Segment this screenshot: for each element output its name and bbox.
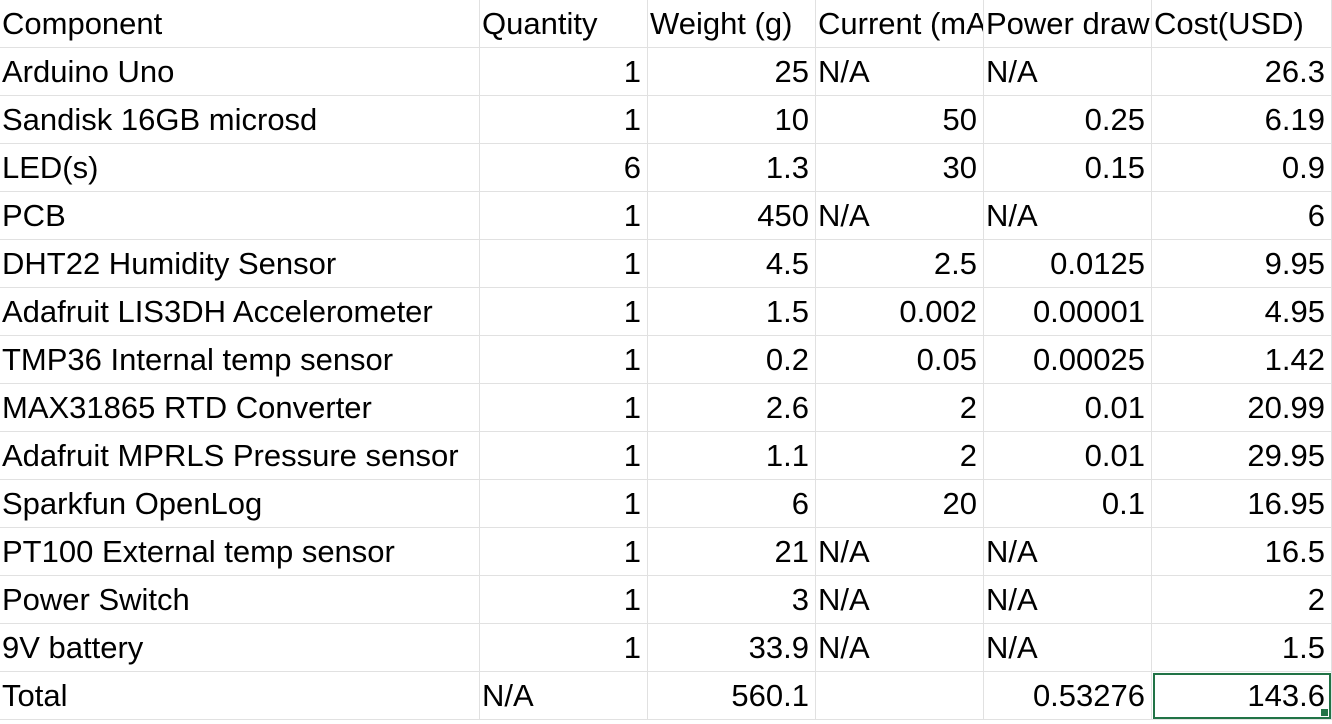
table-cell-power-draw[interactable]: 0.1 — [984, 480, 1152, 528]
header-cell-quantity[interactable]: Quantity — [480, 0, 648, 48]
table-cell-component[interactable]: TMP36 Internal temp sensor — [0, 336, 480, 384]
table-cell-current[interactable]: 2.5 — [816, 240, 984, 288]
table-cell-component[interactable]: Power Switch — [0, 576, 480, 624]
table-cell-quantity[interactable]: 1 — [480, 384, 648, 432]
table-cell-current[interactable]: N/A — [816, 192, 984, 240]
table-cell-power-draw[interactable]: 0.01 — [984, 384, 1152, 432]
table-cell-current[interactable]: N/A — [816, 48, 984, 96]
table-cell-power-draw[interactable]: 0.00001 — [984, 288, 1152, 336]
table-cell-quantity[interactable]: 1 — [480, 624, 648, 672]
fill-handle[interactable] — [1320, 708, 1329, 717]
table-cell-quantity[interactable]: 1 — [480, 192, 648, 240]
total-cell-component[interactable]: Total — [0, 672, 480, 720]
table-cell-quantity[interactable]: 1 — [480, 480, 648, 528]
table-cell-quantity[interactable]: 1 — [480, 336, 648, 384]
header-cell-cost[interactable]: Cost(USD) — [1152, 0, 1332, 48]
table-cell-component[interactable]: Adafruit MPRLS Pressure sensor — [0, 432, 480, 480]
table-cell-power-draw[interactable]: 0.01 — [984, 432, 1152, 480]
table-cell-component[interactable]: DHT22 Humidity Sensor — [0, 240, 480, 288]
table-cell-current[interactable]: 2 — [816, 384, 984, 432]
total-cell-power-draw[interactable]: 0.53276 — [984, 672, 1152, 720]
total-cell-weight[interactable]: 560.1 — [648, 672, 816, 720]
table-cell-weight[interactable]: 21 — [648, 528, 816, 576]
table-cell-cost[interactable]: 1.5 — [1152, 624, 1332, 672]
table-cell-weight[interactable]: 3 — [648, 576, 816, 624]
table-cell-power-draw[interactable]: N/A — [984, 48, 1152, 96]
table-cell-weight[interactable]: 1.3 — [648, 144, 816, 192]
table-cell-power-draw[interactable]: N/A — [984, 624, 1152, 672]
table-cell-component[interactable]: PT100 External temp sensor — [0, 528, 480, 576]
table-cell-weight[interactable]: 6 — [648, 480, 816, 528]
table-cell-component[interactable]: Sandisk 16GB microsd — [0, 96, 480, 144]
table-cell-component[interactable]: LED(s) — [0, 144, 480, 192]
table-cell-weight[interactable]: 1.1 — [648, 432, 816, 480]
table-cell-weight[interactable]: 25 — [648, 48, 816, 96]
table-cell-quantity[interactable]: 1 — [480, 48, 648, 96]
table-cell-quantity[interactable]: 1 — [480, 432, 648, 480]
table-cell-current[interactable]: 20 — [816, 480, 984, 528]
table-cell-component[interactable]: Sparkfun OpenLog — [0, 480, 480, 528]
table-cell-power-draw[interactable]: N/A — [984, 192, 1152, 240]
table-cell-quantity[interactable]: 1 — [480, 576, 648, 624]
table-cell-component[interactable]: MAX31865 RTD Converter — [0, 384, 480, 432]
table-cell-component[interactable]: Adafruit LIS3DH Accelerometer — [0, 288, 480, 336]
header-cell-weight[interactable]: Weight (g) — [648, 0, 816, 48]
table-cell-weight[interactable]: 0.2 — [648, 336, 816, 384]
selected-cell-total-cost[interactable]: 143.6 — [1152, 672, 1332, 720]
table-cell-power-draw[interactable]: 0.25 — [984, 96, 1152, 144]
table-cell-current[interactable]: N/A — [816, 528, 984, 576]
header-cell-power-draw[interactable]: Power draw — [984, 0, 1152, 48]
header-cell-current[interactable]: Current (mA) — [816, 0, 984, 48]
table-cell-current[interactable]: 2 — [816, 432, 984, 480]
table-cell-cost[interactable]: 6 — [1152, 192, 1332, 240]
table-cell-cost[interactable]: 20.99 — [1152, 384, 1332, 432]
table-cell-current[interactable]: 0.002 — [816, 288, 984, 336]
table-cell-cost[interactable]: 1.42 — [1152, 336, 1332, 384]
table-cell-weight[interactable]: 10 — [648, 96, 816, 144]
table-cell-power-draw[interactable]: 0.00025 — [984, 336, 1152, 384]
table-cell-component[interactable]: Arduino Uno — [0, 48, 480, 96]
table-cell-cost[interactable]: 2 — [1152, 576, 1332, 624]
table-cell-component[interactable]: 9V battery — [0, 624, 480, 672]
table-cell-quantity[interactable]: 1 — [480, 528, 648, 576]
table-cell-cost[interactable]: 6.19 — [1152, 96, 1332, 144]
table-cell-quantity[interactable]: 1 — [480, 96, 648, 144]
table-cell-power-draw[interactable]: N/A — [984, 576, 1152, 624]
table-cell-weight[interactable]: 1.5 — [648, 288, 816, 336]
table-cell-cost[interactable]: 29.95 — [1152, 432, 1332, 480]
total-cell-current[interactable] — [816, 672, 984, 720]
total-cell-quantity[interactable]: N/A — [480, 672, 648, 720]
table-cell-weight[interactable]: 4.5 — [648, 240, 816, 288]
table-cell-current[interactable]: N/A — [816, 624, 984, 672]
table-cell-quantity[interactable]: 1 — [480, 288, 648, 336]
table-cell-current[interactable]: 30 — [816, 144, 984, 192]
table-cell-cost[interactable]: 16.95 — [1152, 480, 1332, 528]
table-cell-weight[interactable]: 450 — [648, 192, 816, 240]
table-cell-weight[interactable]: 2.6 — [648, 384, 816, 432]
table-cell-cost[interactable]: 16.5 — [1152, 528, 1332, 576]
table-cell-quantity[interactable]: 6 — [480, 144, 648, 192]
table-cell-weight[interactable]: 33.9 — [648, 624, 816, 672]
table-cell-power-draw[interactable]: 0.0125 — [984, 240, 1152, 288]
table-cell-power-draw[interactable]: N/A — [984, 528, 1152, 576]
table-cell-cost[interactable]: 4.95 — [1152, 288, 1332, 336]
table-cell-cost[interactable]: 9.95 — [1152, 240, 1332, 288]
table-cell-cost[interactable]: 0.9 — [1152, 144, 1332, 192]
header-cell-component[interactable]: Component — [0, 0, 480, 48]
table-cell-power-draw[interactable]: 0.15 — [984, 144, 1152, 192]
table-cell-current[interactable]: N/A — [816, 576, 984, 624]
table-cell-cost[interactable]: 26.3 — [1152, 48, 1332, 96]
table-cell-current[interactable]: 0.05 — [816, 336, 984, 384]
table-cell-quantity[interactable]: 1 — [480, 240, 648, 288]
table-cell-component[interactable]: PCB — [0, 192, 480, 240]
table-cell-current[interactable]: 50 — [816, 96, 984, 144]
